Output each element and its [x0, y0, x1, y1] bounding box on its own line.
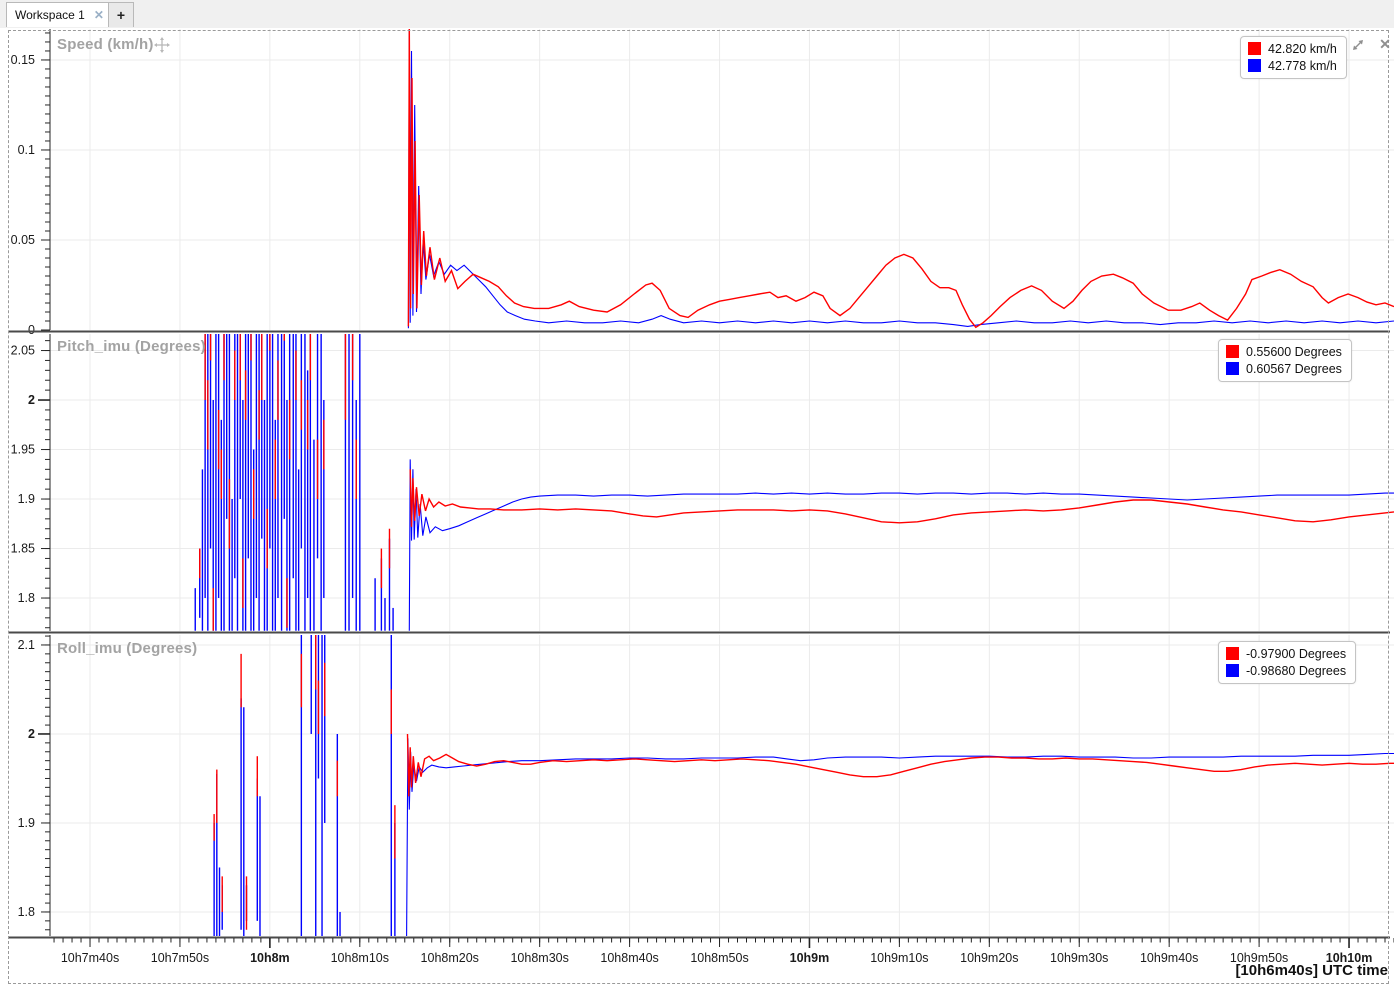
svg-text:0.1: 0.1: [18, 143, 35, 157]
svg-text:0.05: 0.05: [11, 233, 35, 247]
tab-workspace-1[interactable]: Workspace 1 ✕: [6, 2, 113, 27]
tab-label: Workspace 1: [15, 8, 85, 22]
x-axis-label: [10h6m40s] UTC time: [1235, 962, 1388, 979]
legend-swatch-red: [1226, 345, 1239, 358]
svg-text:10h9m: 10h9m: [790, 951, 830, 965]
svg-text:1.95: 1.95: [11, 443, 35, 457]
svg-text:10h10m: 10h10m: [1326, 951, 1373, 965]
svg-text:10h8m10s: 10h8m10s: [331, 951, 389, 965]
chart-band-2: 1.8 1.9 2 2.1: [9, 635, 1394, 939]
svg-text:2: 2: [28, 393, 35, 407]
svg-text:10h9m20s: 10h9m20s: [960, 951, 1018, 965]
svg-text:10h9m40s: 10h9m40s: [1140, 951, 1198, 965]
legend-roll[interactable]: -0.97900 Degrees -0.98680 Degrees: [1218, 641, 1357, 684]
svg-text:1.85: 1.85: [11, 542, 35, 556]
svg-text:10h7m40s: 10h7m40s: [61, 951, 119, 965]
legend-item: 42.820 km/h: [1248, 40, 1337, 57]
workspace[interactable]: 0 0.05 0.1 0.15 1.8 1.85 1.9 1.95 2 2.05 1.8 1.9 2 2.…: [0, 28, 1394, 988]
svg-text:10h9m50s: 10h9m50s: [1230, 951, 1288, 965]
chart-band-1: 1.8 1.85 1.9 1.95 2 2.05: [9, 334, 1394, 634]
chart-title-roll: Roll_imu (Degrees): [57, 640, 198, 657]
legend-item: -0.97900 Degrees: [1226, 645, 1346, 662]
legend-swatch-blue: [1226, 362, 1239, 375]
series-red-chart1: [409, 469, 1394, 527]
series-blue-chart2: [406, 738, 1394, 936]
legend-item: -0.98680 Degrees: [1226, 662, 1346, 679]
legend-swatch-blue: [1226, 664, 1239, 677]
svg-text:1.8: 1.8: [18, 905, 35, 919]
svg-text:1.9: 1.9: [18, 816, 35, 830]
legend-speed[interactable]: 42.820 km/h 42.778 km/h: [1240, 36, 1347, 79]
move-chart-icon[interactable]: [154, 37, 170, 53]
legend-pitch[interactable]: 0.55600 Degrees 0.60567 Degrees: [1218, 339, 1352, 382]
svg-text:2: 2: [28, 727, 35, 741]
svg-text:10h7m50s: 10h7m50s: [151, 951, 209, 965]
svg-text:10h9m30s: 10h9m30s: [1050, 951, 1108, 965]
svg-text:2.1: 2.1: [18, 638, 35, 652]
svg-text:10h9m10s: 10h9m10s: [870, 951, 928, 965]
svg-text:10h8m50s: 10h8m50s: [690, 951, 748, 965]
chart-band-0: 0 0.05 0.1 0.15: [9, 29, 1394, 337]
legend-item: 0.60567 Degrees: [1226, 360, 1342, 377]
tab-close-icon[interactable]: ✕: [93, 8, 104, 22]
close-chart-icon[interactable]: ✕: [1379, 36, 1391, 52]
svg-text:1.9: 1.9: [18, 492, 35, 506]
legend-swatch-red: [1226, 647, 1239, 660]
svg-text:10h8m20s: 10h8m20s: [421, 951, 479, 965]
chart-title-speed: Speed (km/h): [57, 36, 154, 53]
series-blue-chart1: [408, 459, 1394, 631]
svg-text:1.8: 1.8: [18, 591, 35, 605]
plot-canvas[interactable]: 0 0.05 0.1 0.15 1.8 1.85 1.9 1.95 2 2.05 1.8 1.9 2 2.…: [0, 28, 1394, 988]
svg-text:10h8m30s: 10h8m30s: [510, 951, 568, 965]
svg-text:10h8m40s: 10h8m40s: [600, 951, 658, 965]
svg-text:10h8m: 10h8m: [250, 951, 290, 965]
expand-chart-icon[interactable]: [1350, 37, 1366, 53]
legend-item: 0.55600 Degrees: [1226, 343, 1342, 360]
legend-swatch-blue: [1248, 59, 1261, 72]
add-tab-button[interactable]: +: [108, 2, 134, 27]
svg-text:2.05: 2.05: [11, 344, 35, 358]
series-red-chart2: [406, 733, 1394, 797]
svg-text:0.15: 0.15: [11, 53, 35, 67]
legend-swatch-red: [1248, 42, 1261, 55]
legend-item: 42.778 km/h: [1248, 57, 1337, 74]
chart-title-pitch: Pitch_imu (Degrees): [57, 338, 206, 355]
svg-text:0: 0: [28, 323, 35, 337]
tab-bar: Workspace 1 ✕ +: [0, 0, 1394, 28]
series-red-chart0: [407, 29, 1394, 329]
time-axis: 10h7m40s 10h7m50s 10h8m 10h8m10s 10h8m20s 10h…: [53, 938, 1394, 965]
